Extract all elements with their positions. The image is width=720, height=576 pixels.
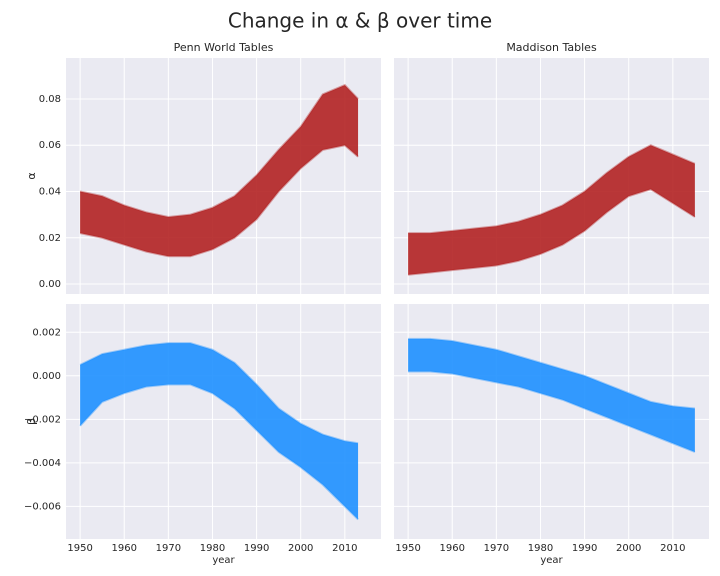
x-tick-label: 2010 bbox=[332, 543, 357, 554]
x-axis-label: year bbox=[540, 555, 563, 566]
y-tick-label: 0.00 bbox=[39, 279, 61, 290]
y-tick-label: 0.08 bbox=[39, 94, 61, 105]
y-tick-label: 0.002 bbox=[32, 327, 61, 338]
x-tick-label: 1980 bbox=[528, 543, 553, 554]
x-tick-label: 1960 bbox=[440, 543, 465, 554]
y-tick-label: −0.002 bbox=[24, 414, 61, 425]
y-tick-label: 0.06 bbox=[39, 140, 61, 151]
x-tick-label: 2010 bbox=[660, 543, 685, 554]
x-tick-label: 1950 bbox=[67, 543, 92, 554]
band-edge bbox=[408, 188, 696, 276]
y-axis-label: β bbox=[25, 418, 38, 425]
x-tick-label: 1980 bbox=[200, 543, 225, 554]
x-tick-label: 2000 bbox=[288, 543, 313, 554]
x-tick-label: 1960 bbox=[112, 543, 137, 554]
band bbox=[80, 85, 359, 257]
y-axis-label: α bbox=[25, 172, 38, 179]
y-tick-label: −0.006 bbox=[24, 501, 61, 512]
band-edge bbox=[79, 144, 359, 258]
band-edge bbox=[408, 370, 696, 453]
band-edge bbox=[408, 337, 695, 410]
y-tick-label: 0.02 bbox=[39, 233, 61, 244]
band-edge bbox=[79, 83, 359, 218]
x-tick-label: 2000 bbox=[616, 543, 641, 554]
band bbox=[408, 145, 695, 275]
figure-title: Change in α & β over time bbox=[228, 9, 492, 33]
x-tick-label: 1990 bbox=[244, 543, 269, 554]
y-tick-label: 0.000 bbox=[32, 371, 61, 382]
band bbox=[80, 343, 359, 520]
plot-area bbox=[66, 304, 381, 539]
y-tick-label: −0.004 bbox=[24, 458, 61, 469]
x-tick-label: 1970 bbox=[156, 543, 181, 554]
panel-title: Maddison Tables bbox=[506, 41, 597, 54]
band-edge bbox=[79, 383, 359, 521]
x-axis-label: year bbox=[212, 555, 235, 566]
panel-title: Penn World Tables bbox=[174, 41, 274, 54]
x-tick-label: 1990 bbox=[572, 543, 597, 554]
band bbox=[408, 338, 695, 452]
band-edge bbox=[408, 144, 696, 235]
band-edge bbox=[79, 342, 359, 445]
y-tick-label: 0.04 bbox=[39, 187, 61, 198]
x-tick-label: 1970 bbox=[484, 543, 509, 554]
x-tick-label: 1950 bbox=[395, 543, 420, 554]
